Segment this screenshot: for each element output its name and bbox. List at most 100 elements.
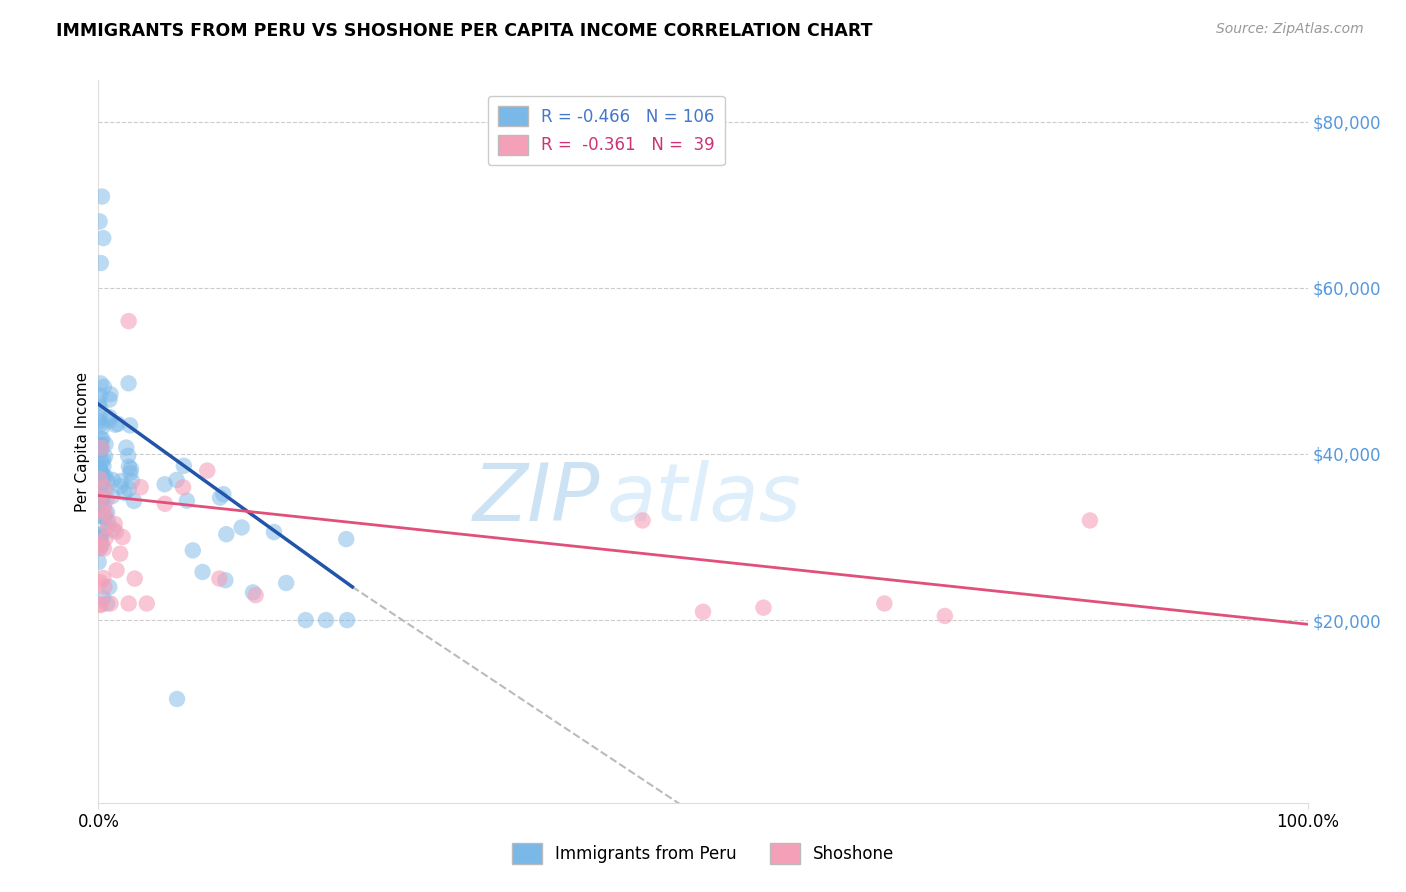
Point (90, 256, 112, 270)
Point (90, 529, 112, 543)
Point (101, 523, 124, 537)
Point (91, 468, 114, 483)
Point (335, 532, 357, 546)
Point (94, 437, 117, 451)
Text: atlas: atlas (606, 460, 801, 539)
Point (100, 597, 122, 611)
Point (89, 462, 111, 476)
Point (87, 461, 110, 475)
Point (208, 572, 231, 586)
Point (122, 494, 145, 508)
Text: ZIP: ZIP (472, 460, 600, 539)
Point (89, 575, 111, 590)
Point (101, 489, 124, 503)
Point (153, 477, 176, 491)
Point (89, 540, 111, 554)
Point (108, 547, 131, 561)
Point (934, 609, 956, 624)
Point (1078, 513, 1101, 527)
Point (124, 572, 146, 586)
Point (93, 580, 115, 594)
Point (90, 538, 112, 552)
Point (89, 508, 111, 523)
Point (166, 692, 188, 706)
Point (94, 469, 117, 483)
Point (89, 536, 111, 550)
Point (89, 214, 111, 228)
Point (91, 432, 114, 446)
Point (90, 465, 112, 479)
Point (89, 541, 111, 555)
Point (87, 395, 110, 409)
Point (89, 438, 111, 452)
Point (90, 441, 112, 455)
Point (98, 410, 121, 425)
Point (315, 613, 337, 627)
Point (111, 530, 134, 544)
Point (97, 515, 120, 529)
Point (89, 497, 111, 511)
Point (118, 314, 141, 328)
Point (91, 231, 114, 245)
Point (89, 401, 111, 415)
Point (118, 597, 141, 611)
Point (90, 441, 112, 455)
Point (93, 481, 115, 495)
Point (214, 573, 236, 587)
Point (118, 418, 141, 433)
Point (89, 410, 111, 425)
Point (104, 516, 127, 531)
Point (118, 459, 141, 474)
Text: IMMIGRANTS FROM PERU VS SHOSHONE PER CAPITA INCOME CORRELATION CHART: IMMIGRANTS FROM PERU VS SHOSHONE PER CAP… (56, 22, 873, 40)
Point (276, 576, 298, 591)
Point (89, 531, 111, 545)
Point (89, 389, 111, 403)
Point (93, 380, 115, 394)
Point (692, 605, 714, 619)
Point (90, 476, 112, 491)
Point (107, 417, 129, 431)
Point (104, 524, 127, 539)
Point (93, 500, 115, 514)
Point (89, 528, 111, 542)
Point (129, 480, 152, 494)
Point (89, 468, 111, 483)
Point (209, 491, 232, 505)
Point (245, 588, 267, 602)
Point (89, 414, 111, 428)
Point (90, 495, 112, 509)
Point (89, 597, 111, 611)
Point (90, 417, 112, 431)
Point (89, 533, 111, 547)
Point (231, 520, 253, 534)
Point (96, 505, 118, 519)
Point (105, 563, 128, 577)
Point (87, 555, 110, 569)
Point (135, 597, 157, 611)
Legend: Immigrants from Peru, Shoshone: Immigrants from Peru, Shoshone (505, 837, 901, 871)
Point (93, 541, 115, 556)
Point (176, 493, 198, 508)
Point (90, 477, 112, 491)
Point (166, 473, 188, 487)
Point (90, 442, 112, 456)
Point (100, 387, 122, 401)
Point (181, 543, 204, 558)
Point (90, 598, 112, 612)
Point (172, 480, 194, 494)
Point (90, 441, 112, 455)
Point (87, 498, 110, 512)
Point (118, 482, 141, 496)
Point (91, 591, 114, 606)
Point (91, 453, 114, 467)
Point (110, 479, 132, 493)
Point (98, 414, 121, 428)
Point (215, 527, 238, 541)
Point (87, 491, 110, 505)
Point (91, 505, 114, 519)
Point (87, 484, 110, 499)
Point (115, 441, 138, 455)
Point (94, 483, 117, 498)
Point (242, 585, 264, 599)
Point (336, 613, 359, 627)
